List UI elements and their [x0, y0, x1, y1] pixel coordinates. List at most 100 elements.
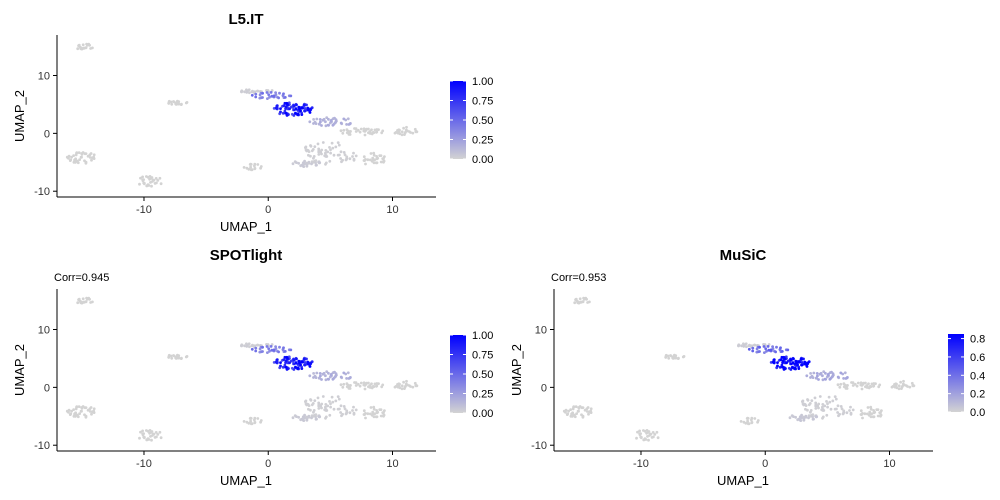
umap-point: [334, 374, 337, 378]
umap-point: [810, 399, 814, 402]
umap-point: [753, 343, 756, 347]
umap-point: [292, 368, 296, 371]
scatter-points: [562, 296, 916, 442]
umap-point: [814, 415, 818, 419]
umap-point: [651, 431, 655, 434]
umap-point: [764, 347, 768, 351]
umap-point: [354, 127, 358, 131]
umap-point: [411, 131, 415, 135]
umap-point: [579, 300, 582, 304]
umap-point: [310, 160, 314, 164]
umap-point: [328, 146, 331, 149]
umap-point: [404, 384, 407, 388]
colorbar-label: 0.75: [472, 96, 493, 108]
umap-point: [818, 395, 822, 398]
umap-point: [845, 385, 848, 389]
umap-point: [312, 376, 315, 379]
umap-point: [823, 404, 827, 408]
umap-point: [92, 157, 96, 161]
umap-point: [358, 384, 362, 388]
umap-point: [251, 343, 254, 347]
umap-point: [647, 438, 650, 442]
umap-point: [309, 362, 313, 365]
umap-point: [291, 162, 295, 166]
umap-point: [79, 155, 83, 159]
y-tick-label: 0: [44, 128, 50, 140]
x-axis-title: UMAP_1: [220, 219, 272, 234]
umap-point: [300, 113, 304, 116]
umap-point: [352, 151, 355, 155]
umap-point: [785, 361, 788, 365]
panel-l5it: L5.IT -10 0 10 -10 0 10 UMAP_1 UMAP_2 1.00 0.…: [12, 11, 493, 234]
umap-point: [317, 401, 321, 405]
umap-point: [245, 166, 249, 170]
umap-point: [821, 403, 825, 406]
umap-point: [253, 162, 257, 166]
umap-point: [797, 417, 801, 421]
umap-point: [327, 117, 330, 121]
umap-point: [364, 162, 367, 166]
x-ticks: -10 0 10: [136, 451, 399, 470]
umap-point: [299, 363, 302, 367]
umap-point: [339, 150, 343, 154]
umap-point: [292, 114, 296, 117]
umap-point: [564, 410, 567, 414]
umap-point: [799, 357, 803, 361]
umap-point: [323, 408, 327, 412]
umap-point: [303, 363, 307, 367]
umap-point: [70, 155, 73, 159]
umap-point: [92, 153, 96, 157]
umap-point: [800, 361, 804, 364]
umap-point: [90, 158, 93, 162]
umap-point: [303, 361, 307, 364]
umap-point: [825, 413, 829, 417]
umap-point: [781, 365, 785, 369]
umap-point: [372, 407, 376, 411]
umap-point: [326, 404, 330, 408]
umap-point: [320, 148, 324, 152]
umap-point: [836, 404, 840, 408]
umap-point: [758, 350, 761, 353]
umap-point: [574, 297, 578, 301]
umap-point: [328, 400, 331, 403]
umap-point: [141, 429, 145, 433]
umap-point: [67, 156, 70, 160]
umap-point: [317, 404, 321, 408]
x-tick-label: -10: [136, 458, 152, 470]
umap-point: [282, 92, 285, 96]
umap-point: [314, 122, 318, 125]
umap-point: [256, 417, 260, 420]
umap-point: [319, 120, 322, 124]
umap-point: [842, 411, 845, 415]
umap-point: [740, 344, 743, 348]
umap-point: [283, 101, 287, 105]
umap-point: [813, 396, 817, 400]
umap-point: [315, 117, 319, 121]
colorbar-label: 0.2: [970, 389, 985, 401]
umap-point: [769, 348, 773, 352]
umap-point: [639, 432, 642, 435]
umap-point: [327, 377, 330, 381]
umap-point: [80, 406, 84, 410]
umap-point: [370, 382, 373, 386]
umap-point: [578, 297, 582, 301]
umap-point: [304, 145, 308, 149]
umap-point: [414, 384, 418, 388]
umap-point: [84, 152, 88, 156]
umap-point: [405, 379, 408, 383]
umap-point: [319, 374, 322, 378]
umap-point: [569, 414, 573, 418]
umap-point: [159, 436, 163, 440]
umap-point: [249, 165, 253, 169]
umap-point: [782, 368, 786, 371]
umap-point: [320, 124, 323, 127]
umap-point: [267, 93, 271, 97]
umap-point: [297, 359, 301, 363]
umap-point: [294, 107, 298, 111]
umap-point: [332, 153, 336, 157]
umap-point: [788, 416, 792, 420]
x-axis-title: UMAP_1: [220, 473, 272, 488]
umap-point: [303, 109, 307, 113]
umap-point: [250, 422, 254, 426]
colorbar-legend: 0.8 0.6 0.4 0.2 0.0: [948, 334, 985, 419]
